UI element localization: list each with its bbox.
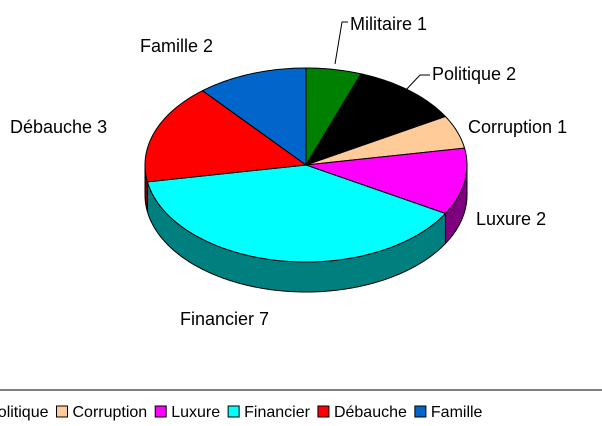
data-label: Politique 2 (432, 64, 516, 84)
legend-swatch (154, 405, 167, 418)
leader-line (403, 74, 430, 93)
legend-swatch (227, 405, 240, 418)
data-label-value: 3 (97, 117, 107, 137)
data-label: Financier 7 (180, 309, 269, 329)
data-label: Corruption 1 (468, 117, 567, 137)
data-label-name: Militaire (350, 14, 412, 34)
data-label-name: Politique (432, 64, 501, 84)
data-label: Militaire 1 (350, 14, 427, 34)
data-label-value: 2 (536, 209, 546, 229)
data-label-value: 2 (203, 36, 213, 56)
slice (201, 67, 307, 166)
slice (305, 115, 466, 166)
slice (305, 147, 468, 215)
data-label-value: 1 (557, 117, 567, 137)
data-label: Débauche 3 (10, 117, 107, 137)
leader-line (334, 21, 348, 65)
slice (146, 164, 447, 263)
data-label-name: Luxure (476, 209, 531, 229)
slice (304, 73, 447, 166)
data-label-value: 2 (506, 64, 516, 84)
data-label: Luxure 2 (476, 209, 546, 229)
data-label-name: Débauche (10, 117, 92, 137)
legend-swatch (414, 405, 427, 418)
legend-swatch (317, 405, 330, 418)
data-label-name: Financier (180, 309, 254, 329)
data-label-value: 1 (417, 14, 427, 34)
legend-label: Débauche (334, 404, 407, 421)
legend-label: Luxure (171, 404, 220, 421)
legend-label: Corruption (73, 404, 148, 421)
data-label-name: Corruption (468, 117, 552, 137)
slice (144, 90, 308, 183)
data-label-value: 7 (259, 309, 269, 329)
legend-label: Famille (431, 404, 483, 421)
legend-label: Politique (0, 404, 49, 421)
data-label: Famille 2 (140, 36, 213, 56)
slice (305, 67, 362, 167)
legend-swatch (56, 405, 68, 418)
data-label-name: Famille (140, 36, 198, 56)
legend-label: Financier (244, 404, 310, 421)
